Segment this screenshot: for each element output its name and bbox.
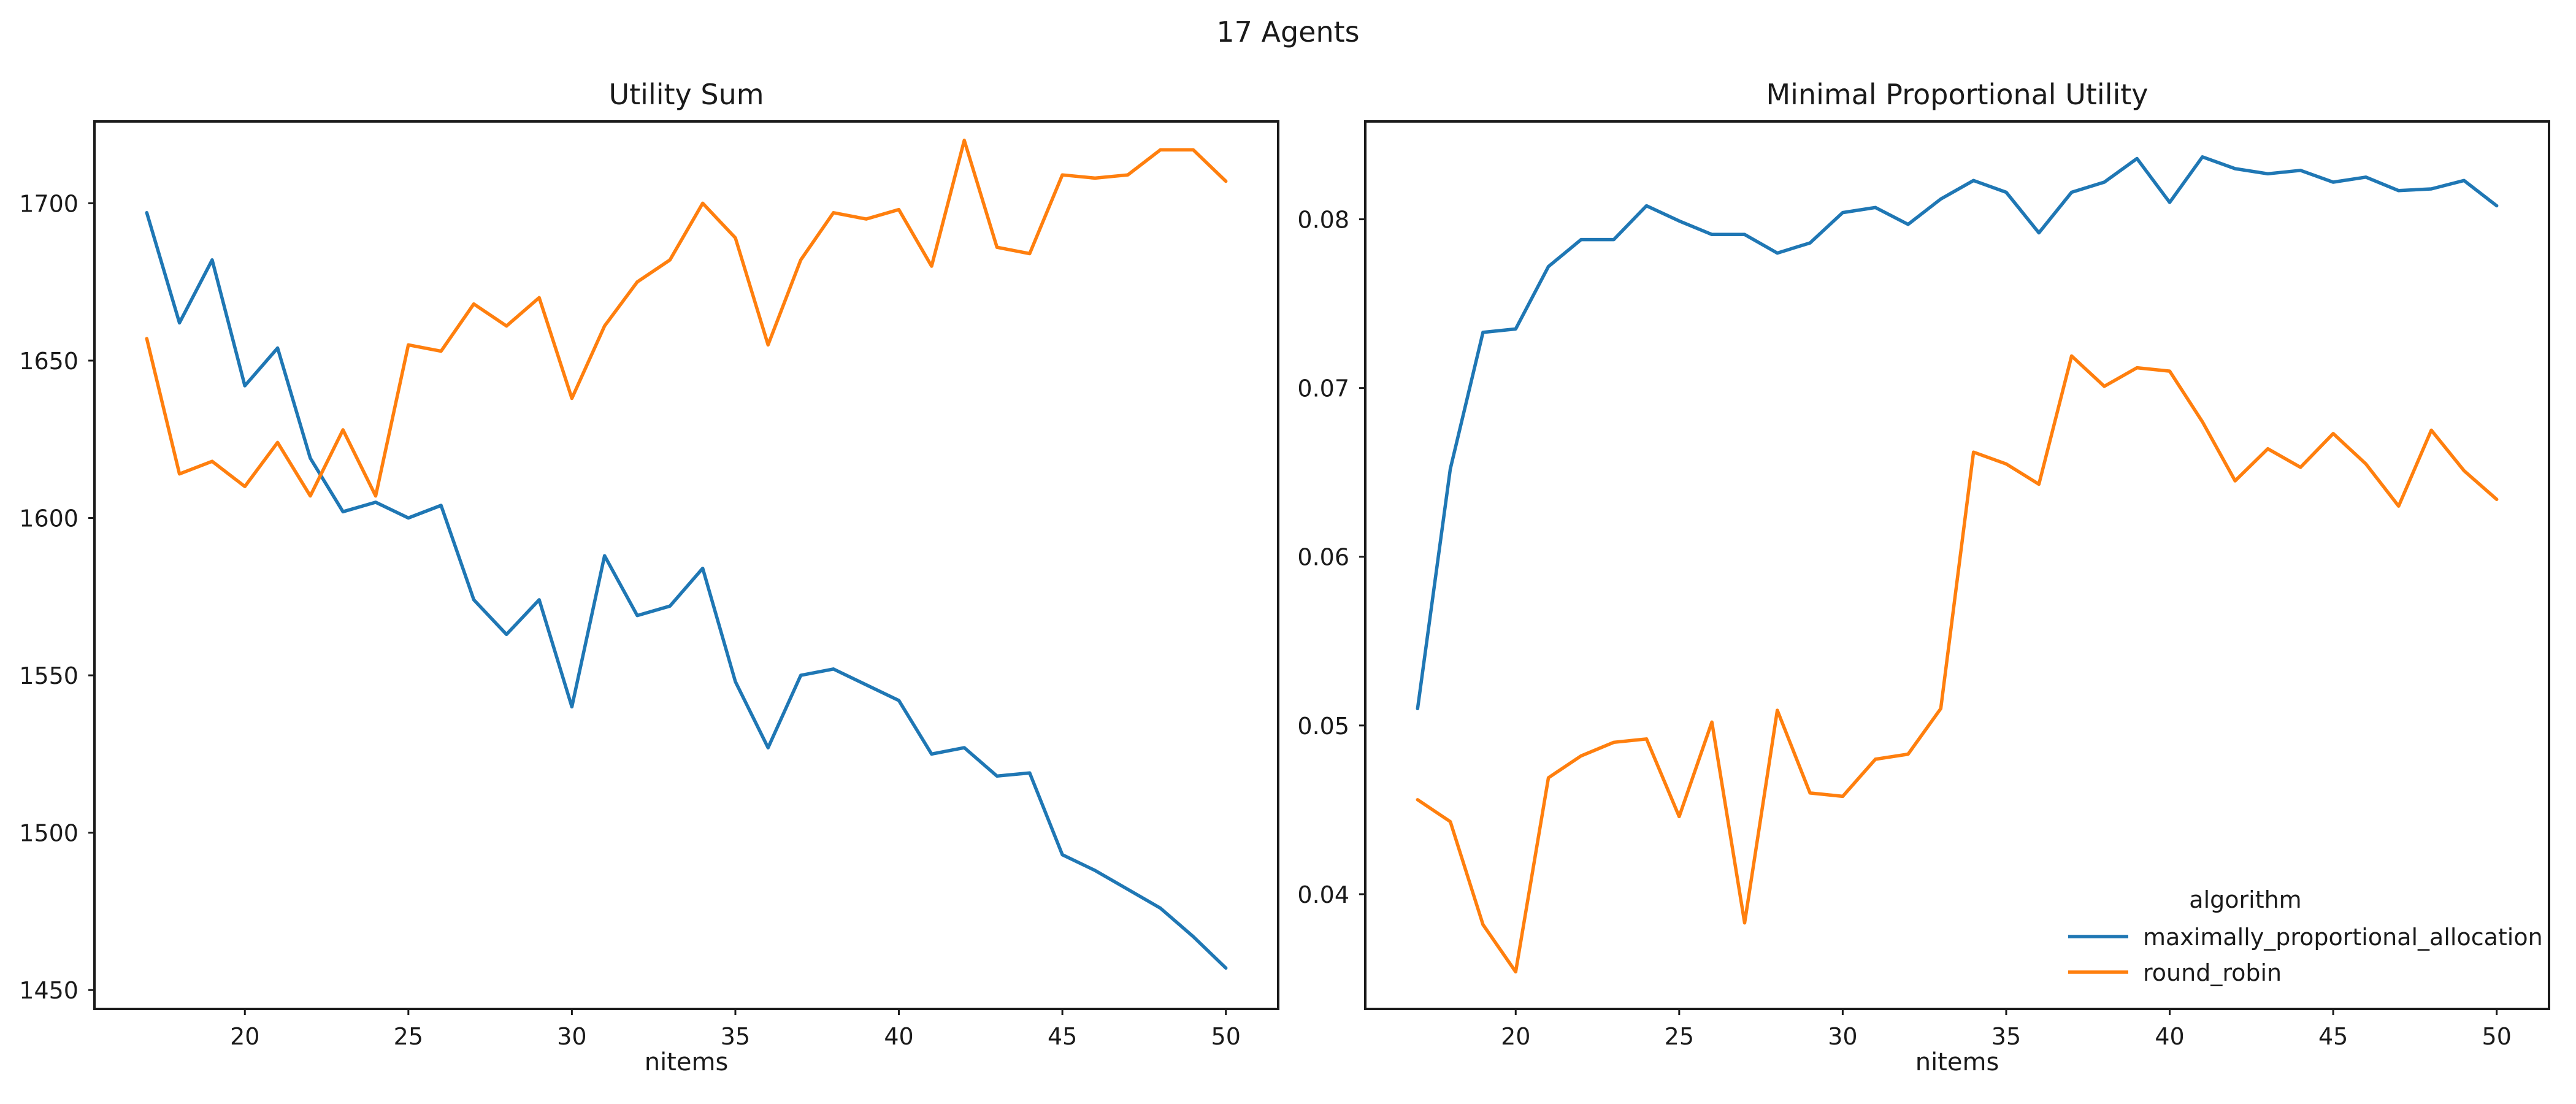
utility-sum-xtick-label: 50 xyxy=(1211,1023,1241,1050)
utility-sum-ytick-label: 1500 xyxy=(19,820,79,847)
utility-sum-ytick-label: 1600 xyxy=(19,505,79,532)
minimal-proportional-utility-ytick-label: 0.07 xyxy=(1297,375,1349,402)
utility-sum-series-round-robin xyxy=(145,139,1228,498)
legend: algorithm maximally_proportional_allocat… xyxy=(2068,886,2543,986)
utility-sum-ticks: 20 25 30 35 40 45 50 1450 1500 1550 1600 1650 1700 xyxy=(19,190,1241,1050)
minimal-proportional-utility-lines xyxy=(1416,155,2499,974)
minimal-proportional-utility-xtick-label: 35 xyxy=(1991,1023,2021,1050)
utility-sum-title: Utility Sum xyxy=(608,78,764,111)
utility-sum-ytick-label: 1450 xyxy=(19,977,79,1004)
utility-sum-xtick-label: 40 xyxy=(884,1023,913,1050)
figure-suptitle: 17 Agents xyxy=(1216,15,1359,48)
utility-sum-lines xyxy=(145,139,1228,970)
utility-sum-xtick-label: 20 xyxy=(230,1023,259,1050)
minimal-proportional-utility-xtick-label: 45 xyxy=(2318,1023,2348,1050)
utility-sum-panel: Utility Sum 20 25 30 35 40 45 50 1450 1500 1550 16… xyxy=(19,78,1279,1076)
minimal-proportional-utility-title: Minimal Proportional Utility xyxy=(1766,78,2148,111)
utility-sum-xtick-label: 25 xyxy=(394,1023,423,1050)
minimal-proportional-utility-xtick-label: 40 xyxy=(2155,1023,2184,1050)
utility-sum-series-maximally-proportional-allocation xyxy=(145,211,1228,970)
minimal-proportional-utility-ytick-label: 0.06 xyxy=(1297,544,1349,571)
utility-sum-axes-frame xyxy=(93,120,1279,1010)
minimal-proportional-utility-xtick-label: 50 xyxy=(2482,1023,2512,1050)
legend-label-maximally-proportional-allocation: maximally_proportional_allocation xyxy=(2143,924,2543,951)
minimal-proportional-utility-ytick-label: 0.04 xyxy=(1297,881,1349,908)
legend-label-round-robin: round_robin xyxy=(2143,959,2282,986)
minimal-proportional-utility-ticks: 20 25 30 35 40 45 50 0.04 0.05 0.06 0.07 0.08 xyxy=(1297,207,2511,1050)
minimal-proportional-utility-series-round-robin xyxy=(1416,354,2499,974)
minimal-proportional-utility-xtick-label: 25 xyxy=(1665,1023,1694,1050)
utility-sum-xlabel: nitems xyxy=(645,1048,729,1076)
utility-sum-xtick-label: 35 xyxy=(721,1023,750,1050)
minimal-proportional-utility-xtick-label: 20 xyxy=(1501,1023,1530,1050)
minimal-proportional-utility-axes-frame xyxy=(1364,120,2550,1010)
minimal-proportional-utility-panel: Minimal Proportional Utility 20 25 30 35 40 4… xyxy=(1297,78,2550,1076)
legend-title: algorithm xyxy=(2189,886,2301,913)
utility-sum-ytick-label: 1700 xyxy=(19,190,79,217)
minimal-proportional-utility-xlabel: nitems xyxy=(1915,1048,1999,1076)
minimal-proportional-utility-series-maximally-proportional-allocation xyxy=(1416,155,2499,711)
minimal-proportional-utility-ytick-label: 0.08 xyxy=(1297,207,1349,234)
minimal-proportional-utility-xtick-label: 30 xyxy=(1828,1023,1857,1050)
utility-sum-xtick-label: 30 xyxy=(557,1023,586,1050)
minimal-proportional-utility-ytick-label: 0.05 xyxy=(1297,713,1349,740)
utility-sum-xtick-label: 45 xyxy=(1048,1023,1077,1050)
utility-sum-ytick-label: 1650 xyxy=(19,348,79,375)
utility-sum-ytick-label: 1550 xyxy=(19,662,79,689)
